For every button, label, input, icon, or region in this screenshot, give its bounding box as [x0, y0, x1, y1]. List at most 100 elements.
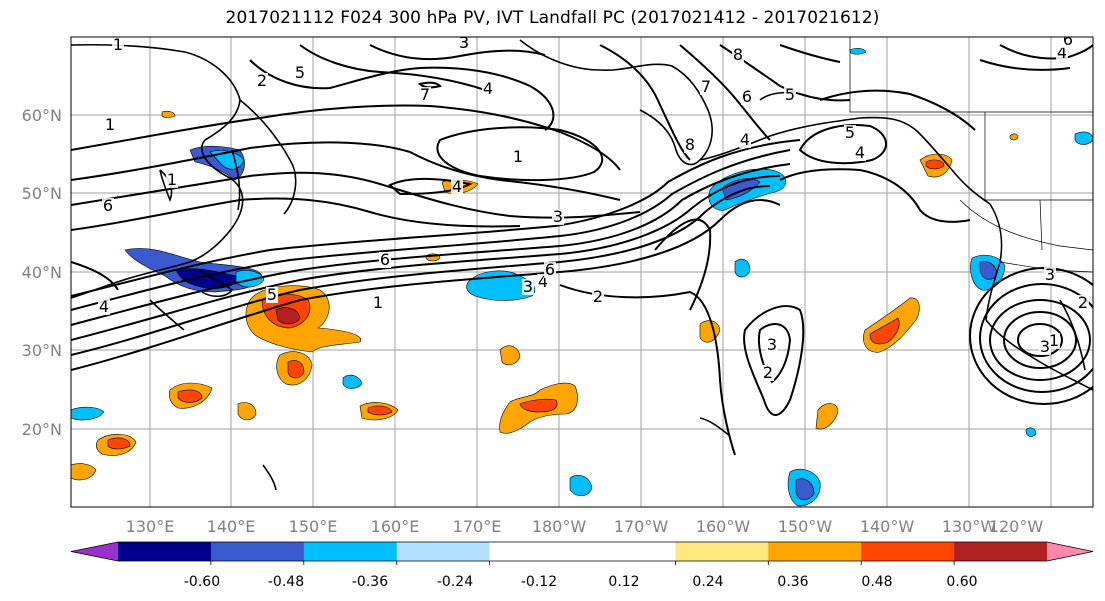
contour-label-bg	[98, 299, 110, 315]
colorbar-tick-label: -0.48	[268, 574, 304, 590]
contour-label: 2	[1078, 293, 1088, 312]
height-contours	[71, 44, 1093, 456]
lon-label: 180°W	[532, 517, 587, 536]
latitude-axis: 60°N 50°N 40°N 30°N 20°N	[22, 106, 62, 439]
colorbar-segment	[768, 542, 862, 561]
contour-label-bg	[544, 262, 556, 278]
lat-label: 30°N	[22, 341, 62, 360]
contour-label: 1	[513, 147, 523, 166]
contour-label: 3	[767, 335, 777, 354]
contour-label-bg	[592, 289, 604, 305]
colorbar-tick-label: 0.12	[608, 574, 639, 590]
contour-label-bg	[1044, 267, 1056, 283]
contour-label: 4	[452, 177, 462, 196]
colorbar-segment	[396, 542, 491, 561]
colorbar-segment	[489, 542, 583, 561]
lon-label: 170°E	[453, 517, 502, 536]
contour-label-bg	[294, 65, 306, 81]
contour-label-bg	[700, 79, 712, 95]
contour-label: 3	[459, 33, 469, 52]
colorbar-tick-label: 0.48	[861, 574, 892, 590]
lon-label: 130°W	[942, 517, 997, 536]
contour-label-bg	[451, 179, 463, 195]
colorbar-segment	[118, 542, 212, 561]
colorbar-tick-label: -0.36	[352, 574, 388, 590]
contour-label: 6	[545, 260, 555, 279]
contour-label-bg	[166, 172, 178, 188]
lon-label: 140°W	[860, 517, 915, 536]
political-borders	[849, 37, 1093, 273]
lat-label: 40°N	[22, 263, 62, 282]
longitude-axis: 130°E 140°E 150°E 160°E 170°E 180°W 170°…	[126, 517, 1044, 536]
contour-labels: 1234567816543214365412387654321235461432…	[98, 30, 1089, 382]
contour-label: 4	[740, 130, 750, 149]
colorbar	[70, 541, 1094, 565]
contour-label: 1	[167, 170, 177, 189]
lon-label: 130°E	[126, 517, 175, 536]
contour-label: 1	[1049, 331, 1059, 350]
contour-label: 2	[593, 287, 603, 306]
lon-label: 170°W	[614, 517, 669, 536]
map-frame	[70, 36, 1094, 508]
colorbar-tick-label: 0.36	[777, 574, 808, 590]
contour-label: 3	[1040, 337, 1050, 356]
colorbar-segment	[954, 542, 1048, 561]
contour-label-bg	[739, 132, 751, 148]
contour-label-bg	[372, 295, 384, 311]
contour-label: 3	[523, 277, 533, 296]
colorbar-segment	[582, 542, 676, 561]
contour-label-bg	[112, 37, 124, 53]
map-title: 2017021112 F024 300 hPa PV, IVT Landfall…	[225, 8, 880, 28]
contour-label-bg	[266, 287, 278, 303]
lat-label: 50°N	[22, 184, 62, 203]
contour-label: 5	[295, 63, 305, 82]
lon-label: 140°E	[207, 517, 256, 536]
contour-label: 1	[113, 35, 123, 54]
lon-label: 120°W	[989, 517, 1044, 536]
colorbar-tick-label: -0.24	[437, 574, 473, 590]
contour-label-bg	[379, 252, 391, 268]
contour-label-bg	[766, 337, 778, 353]
lon-label: 160°E	[371, 517, 420, 536]
contour-label: 6	[742, 87, 752, 106]
contour-label: 8	[733, 45, 743, 64]
contour-label-bg	[854, 145, 866, 161]
contour-label-bg	[419, 87, 431, 103]
contour-label-bg	[1039, 339, 1051, 355]
contour-label: 6	[103, 196, 113, 215]
contour-label: 3	[553, 207, 563, 226]
contour-label: 6	[1063, 30, 1073, 49]
lon-label: 150°W	[778, 517, 833, 536]
contour-label-bg	[512, 149, 524, 165]
contour-label-bg	[256, 73, 268, 89]
contour-label: 5	[267, 285, 277, 304]
contour-label-bg	[1062, 37, 1074, 48]
contour-label-bg	[684, 137, 696, 153]
contour-label: 4	[483, 79, 493, 98]
colorbar-segment	[303, 542, 398, 561]
contour-label-bg	[104, 117, 116, 133]
contour-label: 5	[785, 85, 795, 104]
contour-label-bg	[844, 125, 856, 141]
contour-label-bg	[1056, 45, 1068, 61]
colorbar-extend-min	[71, 542, 118, 561]
colorbar-outline	[70, 541, 1094, 562]
contour-label-bg	[762, 365, 774, 381]
contour-label: 2	[763, 363, 773, 382]
lon-label: 150°E	[289, 517, 338, 536]
lat-label: 20°N	[22, 420, 62, 439]
contour-label: 5	[845, 123, 855, 142]
contour-label: 6	[380, 250, 390, 269]
colorbar-segment	[861, 542, 955, 561]
contour-label: 1	[373, 293, 383, 312]
colorbar-tick-label: -0.60	[184, 574, 220, 590]
contour-label-bg	[552, 209, 564, 225]
colorbar-tick-labels: -0.60 -0.48 -0.36 -0.24 -0.12 0.12 0.24 …	[184, 574, 978, 590]
contour-label-bg	[732, 47, 744, 63]
contour-label-bg	[784, 87, 796, 103]
colorbar-tick-label: 0.60	[946, 574, 977, 590]
colorbar-extend-max	[1047, 542, 1093, 561]
contour-label: 3	[1045, 265, 1055, 284]
contour-label-bg	[102, 198, 114, 214]
